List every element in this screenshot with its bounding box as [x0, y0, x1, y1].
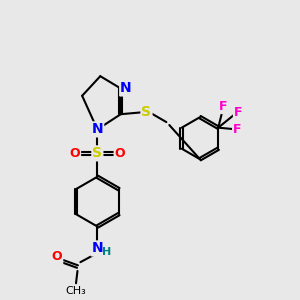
- Text: H: H: [102, 247, 111, 257]
- Text: F: F: [233, 124, 242, 136]
- Text: O: O: [115, 147, 125, 160]
- Text: N: N: [120, 82, 132, 95]
- Text: O: O: [52, 250, 62, 263]
- Text: S: S: [142, 105, 152, 119]
- Text: O: O: [70, 147, 80, 160]
- Text: F: F: [234, 106, 242, 119]
- Text: F: F: [218, 100, 227, 113]
- Text: N: N: [92, 242, 103, 255]
- Text: CH₃: CH₃: [66, 286, 86, 296]
- Text: S: S: [92, 146, 102, 161]
- Text: N: N: [92, 122, 103, 136]
